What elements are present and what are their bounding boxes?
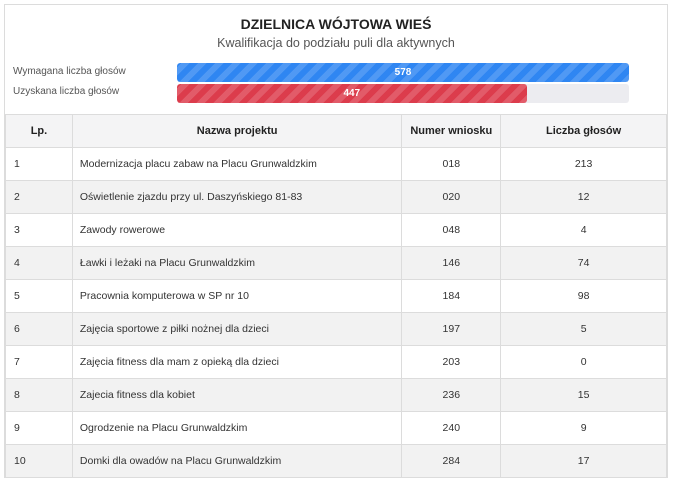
required-votes-value: 578 bbox=[394, 67, 412, 78]
row-votes: 0 bbox=[500, 345, 667, 379]
row-project-name: Zajęcia fitness dla mam z opieką dla dzi… bbox=[71, 345, 403, 379]
district-title: DZIELNICA WÓJTOWA WIEŚ bbox=[240, 16, 432, 32]
row-application-number: 284 bbox=[401, 444, 502, 478]
row-lp: 5 bbox=[5, 279, 73, 313]
table-row: 9 Ogrodzenie na Placu Grunwaldzkim 240 9 bbox=[5, 411, 667, 445]
row-project-name: Zawody rowerowe bbox=[71, 213, 403, 247]
table-row: 4 Ławki i leżaki na Placu Grunwaldzkim 1… bbox=[5, 246, 667, 280]
row-application-number: 020 bbox=[401, 180, 502, 214]
obtained-votes-fill: 447 bbox=[177, 84, 527, 103]
row-lp: 7 bbox=[5, 345, 73, 379]
row-application-number: 018 bbox=[401, 147, 502, 181]
row-project-name: Pracownia komputerowa w SP nr 10 bbox=[71, 279, 403, 313]
row-application-number: 146 bbox=[401, 246, 502, 280]
row-votes: 12 bbox=[500, 180, 667, 214]
table-header-row: Lp. Nazwa projektu Numer wniosku Liczba … bbox=[5, 114, 667, 148]
row-votes: 213 bbox=[500, 147, 667, 181]
row-votes: 9 bbox=[500, 411, 667, 445]
row-votes: 74 bbox=[500, 246, 667, 280]
obtained-votes-label: Uzyskana liczba głosów bbox=[13, 86, 120, 97]
row-application-number: 197 bbox=[401, 312, 502, 346]
row-lp: 10 bbox=[5, 444, 73, 478]
table-row: 3 Zawody rowerowe 048 4 bbox=[5, 213, 667, 247]
row-lp: 8 bbox=[5, 378, 73, 412]
column-header-number: Numer wniosku bbox=[401, 114, 502, 148]
row-votes: 17 bbox=[500, 444, 667, 478]
district-panel: DZIELNICA WÓJTOWA WIEŚ Kwalifikacja do p… bbox=[4, 4, 668, 478]
table-row: 2 Oświetlenie zjazdu przy ul. Daszyńskie… bbox=[5, 180, 667, 214]
row-project-name: Zajęcia sportowe z piłki nożnej dla dzie… bbox=[71, 312, 403, 346]
row-project-name: Domki dla owadów na Placu Grunwaldzkim bbox=[71, 444, 403, 478]
row-project-name: Zajecia fitness dla kobiet bbox=[71, 378, 403, 412]
table-row: 8 Zajecia fitness dla kobiet 236 15 bbox=[5, 378, 667, 412]
row-application-number: 203 bbox=[401, 345, 502, 379]
table-row: 1 Modernizacja placu zabaw na Placu Grun… bbox=[5, 147, 667, 181]
row-project-name: Ogrodzenie na Placu Grunwaldzkim bbox=[71, 411, 403, 445]
row-lp: 2 bbox=[5, 180, 73, 214]
row-votes: 5 bbox=[500, 312, 667, 346]
row-project-name: Modernizacja placu zabaw na Placu Grunwa… bbox=[71, 147, 403, 181]
row-lp: 3 bbox=[5, 213, 73, 247]
row-votes: 98 bbox=[500, 279, 667, 313]
district-subtitle: Kwalifikacja do podziału puli dla aktywn… bbox=[217, 36, 455, 50]
row-application-number: 048 bbox=[401, 213, 502, 247]
table-row: 10 Domki dla owadów na Placu Grunwaldzki… bbox=[5, 444, 667, 478]
obtained-votes-bar: 447 bbox=[177, 84, 629, 103]
column-header-lp: Lp. bbox=[5, 114, 73, 148]
row-lp: 4 bbox=[5, 246, 73, 280]
row-votes: 15 bbox=[500, 378, 667, 412]
required-votes-fill: 578 bbox=[177, 63, 629, 82]
column-header-votes: Liczba głosów bbox=[500, 114, 667, 148]
row-application-number: 236 bbox=[401, 378, 502, 412]
row-application-number: 240 bbox=[401, 411, 502, 445]
row-lp: 9 bbox=[5, 411, 73, 445]
row-lp: 6 bbox=[5, 312, 73, 346]
row-lp: 1 bbox=[5, 147, 73, 181]
table-row: 6 Zajęcia sportowe z piłki nożnej dla dz… bbox=[5, 312, 667, 346]
projects-table: Lp. Nazwa projektu Numer wniosku Liczba … bbox=[5, 114, 667, 478]
table-row: 5 Pracownia komputerowa w SP nr 10 184 9… bbox=[5, 279, 667, 313]
row-application-number: 184 bbox=[401, 279, 502, 313]
column-header-name: Nazwa projektu bbox=[71, 114, 403, 148]
row-project-name: Oświetlenie zjazdu przy ul. Daszyńskiego… bbox=[71, 180, 403, 214]
table-row: 7 Zajęcia fitness dla mam z opieką dla d… bbox=[5, 345, 667, 379]
row-votes: 4 bbox=[500, 213, 667, 247]
row-project-name: Ławki i leżaki na Placu Grunwaldzkim bbox=[71, 246, 403, 280]
obtained-votes-value: 447 bbox=[343, 88, 361, 99]
required-votes-bar: 578 bbox=[177, 63, 629, 82]
required-votes-label: Wymagana liczba głosów bbox=[13, 66, 126, 77]
